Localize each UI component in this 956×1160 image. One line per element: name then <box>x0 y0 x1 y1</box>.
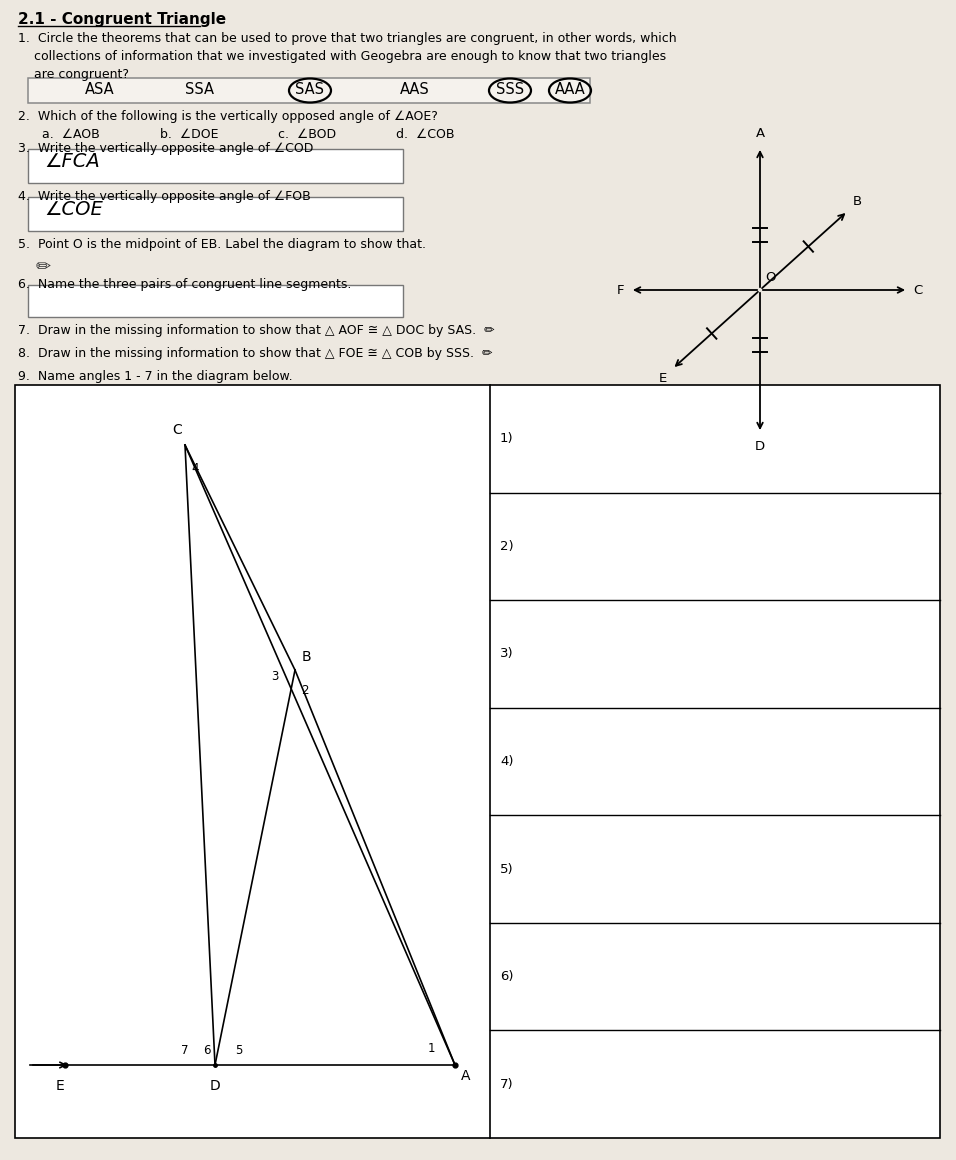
Text: AAS: AAS <box>401 82 430 97</box>
Text: 2: 2 <box>301 683 309 696</box>
Text: 2.  Which of the following is the vertically opposed angle of ∠AOE?: 2. Which of the following is the vertica… <box>18 110 438 123</box>
Text: 5): 5) <box>500 863 513 876</box>
Text: ✏: ✏ <box>36 258 51 276</box>
Text: 6: 6 <box>204 1044 210 1058</box>
Text: 2.1 - Congruent Triangle: 2.1 - Congruent Triangle <box>18 12 227 27</box>
Text: SSA: SSA <box>185 82 214 97</box>
Text: b.  ∠DOE: b. ∠DOE <box>160 128 219 142</box>
FancyBboxPatch shape <box>28 197 403 231</box>
Text: 4.  Write the vertically opposite angle of ∠FOB: 4. Write the vertically opposite angle o… <box>18 190 311 203</box>
Text: 6.  Name the three pairs of congruent line segments.: 6. Name the three pairs of congruent lin… <box>18 278 352 291</box>
FancyBboxPatch shape <box>28 78 590 103</box>
Text: O: O <box>765 271 775 284</box>
Text: AAA: AAA <box>554 82 585 97</box>
Text: 3): 3) <box>500 647 513 660</box>
Text: 2): 2) <box>500 539 513 553</box>
Text: A: A <box>461 1070 470 1083</box>
Text: A: A <box>755 126 765 140</box>
Text: F: F <box>617 283 624 297</box>
Text: SAS: SAS <box>295 82 324 97</box>
FancyBboxPatch shape <box>15 385 940 1138</box>
Text: C: C <box>172 423 182 437</box>
Text: ∠COE: ∠COE <box>44 200 103 219</box>
Text: 1: 1 <box>427 1042 435 1054</box>
FancyBboxPatch shape <box>28 148 403 183</box>
Text: 4): 4) <box>500 755 513 768</box>
Text: B: B <box>853 195 861 208</box>
Text: 4: 4 <box>191 463 199 476</box>
Text: 3.  Write the vertically opposite angle of ∠COD: 3. Write the vertically opposite angle o… <box>18 142 314 155</box>
Text: 3: 3 <box>272 669 279 682</box>
Text: 7: 7 <box>182 1044 188 1058</box>
Text: D: D <box>209 1079 221 1093</box>
Text: 5.  Point O is the midpoint of EB. Label the diagram to show that.: 5. Point O is the midpoint of EB. Label … <box>18 238 426 251</box>
Text: ∠FCA: ∠FCA <box>44 152 99 171</box>
Text: 9.  Name angles 1 - 7 in the diagram below.: 9. Name angles 1 - 7 in the diagram belo… <box>18 370 293 383</box>
Text: E: E <box>55 1079 64 1093</box>
Text: C: C <box>913 283 923 297</box>
Text: a.  ∠AOB: a. ∠AOB <box>42 128 99 142</box>
Text: D: D <box>755 440 765 454</box>
Text: B: B <box>302 650 312 664</box>
Text: 1.  Circle the theorems that can be used to prove that two triangles are congrue: 1. Circle the theorems that can be used … <box>18 32 677 81</box>
Text: 8.  Draw in the missing information to show that △ FOE ≅ △ COB by SSS.  ✏: 8. Draw in the missing information to sh… <box>18 347 492 360</box>
Text: d.  ∠COB: d. ∠COB <box>396 128 454 142</box>
Text: 6): 6) <box>500 970 513 984</box>
Text: 7): 7) <box>500 1078 513 1090</box>
Text: ASA: ASA <box>85 82 115 97</box>
Text: 1): 1) <box>500 433 513 445</box>
FancyBboxPatch shape <box>28 285 403 317</box>
Text: E: E <box>659 372 667 385</box>
Text: 5: 5 <box>235 1044 243 1058</box>
Text: c.  ∠BOD: c. ∠BOD <box>278 128 337 142</box>
Text: 7.  Draw in the missing information to show that △ AOF ≅ △ DOC by SAS.  ✏: 7. Draw in the missing information to sh… <box>18 324 494 338</box>
Text: SSS: SSS <box>496 82 524 97</box>
